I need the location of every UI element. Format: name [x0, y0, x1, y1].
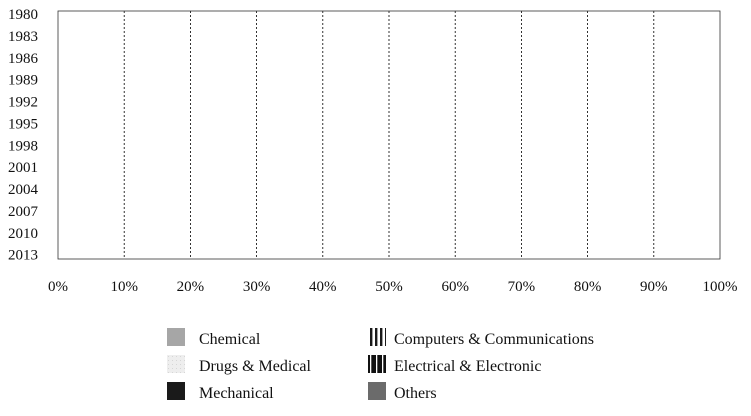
y-tick-label-2010: 2010	[8, 226, 38, 242]
x-tick-label-40: 40%	[309, 279, 337, 295]
x-tick-label-70: 70%	[508, 279, 536, 295]
y-tick-label-1986: 1986	[8, 51, 39, 67]
x-tick-label-50: 50%	[375, 279, 403, 295]
y-tick-label-2007: 2007	[8, 204, 39, 220]
y-tick-label-1992: 1992	[8, 95, 38, 111]
legend-swatch-chemical	[167, 328, 185, 346]
y-tick-label-1998: 1998	[8, 138, 38, 154]
legend-label-mechanical: Mechanical	[199, 385, 274, 402]
axes: 1980 1983 1986 1989 1992 1995 1998 2001 2004 2007…	[8, 7, 738, 295]
gridlines	[58, 11, 720, 259]
legend-swatch-drugs-medical	[167, 355, 185, 373]
x-tick-label-80: 80%	[574, 279, 602, 295]
legend: Chemical Drugs & Medical Mechanical Compute…	[167, 328, 594, 402]
x-tick-label-60: 60%	[441, 279, 469, 295]
x-tick-label-20: 20%	[177, 279, 205, 295]
x-tick-label-30: 30%	[243, 279, 271, 295]
legend-label-others: Others	[394, 385, 437, 402]
x-tick-label-10: 10%	[110, 279, 138, 295]
y-tick-label-1983: 1983	[8, 29, 38, 45]
legend-swatch-others	[368, 382, 386, 400]
legend-label-electrical-electronic: Electrical & Electronic	[394, 358, 541, 375]
y-tick-label-1995: 1995	[8, 116, 38, 132]
y-tick-label-1980: 1980	[8, 7, 38, 23]
y-tick-label-2013: 2013	[8, 248, 38, 264]
plot-frame	[57, 10, 721, 260]
legend-swatch-mechanical	[167, 382, 185, 400]
legend-label-drugs-medical: Drugs & Medical	[199, 358, 312, 375]
x-tick-label-0: 0%	[48, 279, 68, 295]
legend-swatch-electrical-electronic	[368, 355, 386, 373]
legend-label-chemical: Chemical	[199, 331, 261, 348]
x-tick-label-90: 90%	[640, 279, 668, 295]
legend-swatch-computers-communications	[368, 328, 386, 346]
y-tick-label-1989: 1989	[8, 73, 38, 89]
legend-label-computers-communications: Computers & Communications	[394, 331, 594, 348]
y-tick-label-2004: 2004	[8, 182, 39, 198]
x-tick-label-100: 100%	[703, 279, 738, 295]
y-tick-label-2001: 2001	[8, 160, 38, 176]
